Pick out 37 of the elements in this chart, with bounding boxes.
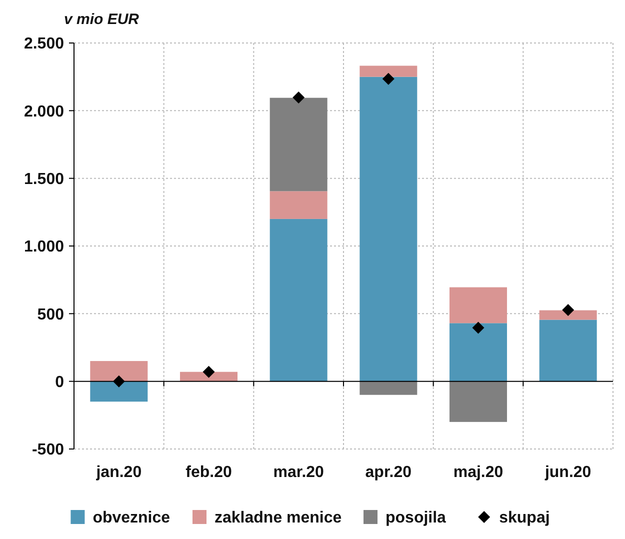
bar	[90, 381, 148, 402]
point	[472, 322, 484, 334]
bar	[450, 381, 507, 422]
bar	[360, 381, 418, 395]
bar	[270, 191, 328, 219]
legend-label: posojila	[386, 510, 446, 527]
point	[292, 92, 305, 104]
bar	[539, 320, 597, 382]
bar	[450, 323, 507, 382]
point	[382, 72, 394, 85]
x-tick-label: maj.20	[453, 464, 504, 481]
bar	[270, 98, 328, 192]
point	[562, 304, 574, 316]
bar	[360, 66, 418, 77]
x-tick-label: feb.20	[186, 464, 232, 481]
x-tick-label: mar.20	[273, 464, 324, 481]
bar	[450, 287, 507, 324]
legend-label: zakladne menice	[214, 510, 342, 527]
bar	[539, 310, 597, 320]
y-tick-label: 0	[55, 374, 64, 391]
y-tick-label: -500	[32, 442, 64, 459]
bar	[90, 361, 148, 382]
x-tick-label: jun.20	[544, 464, 592, 481]
x-tick-label: jan.20	[95, 464, 142, 481]
y-axis-title: v mio EUR	[64, 11, 140, 28]
legend-label: obveznice	[92, 510, 170, 527]
y-tick-label: 500	[37, 306, 64, 324]
y-tick-label: 2.000	[24, 103, 64, 120]
bar	[270, 218, 328, 382]
y-tick-label: 2.500	[24, 36, 64, 53]
y-tick-label: 1.500	[24, 170, 64, 188]
bar	[360, 76, 418, 382]
legend-label: skupaj	[499, 510, 550, 527]
point	[112, 375, 125, 388]
y-tick-label: 1.000	[24, 238, 64, 256]
point	[202, 366, 215, 378]
x-tick-label: apr.20	[365, 464, 412, 481]
